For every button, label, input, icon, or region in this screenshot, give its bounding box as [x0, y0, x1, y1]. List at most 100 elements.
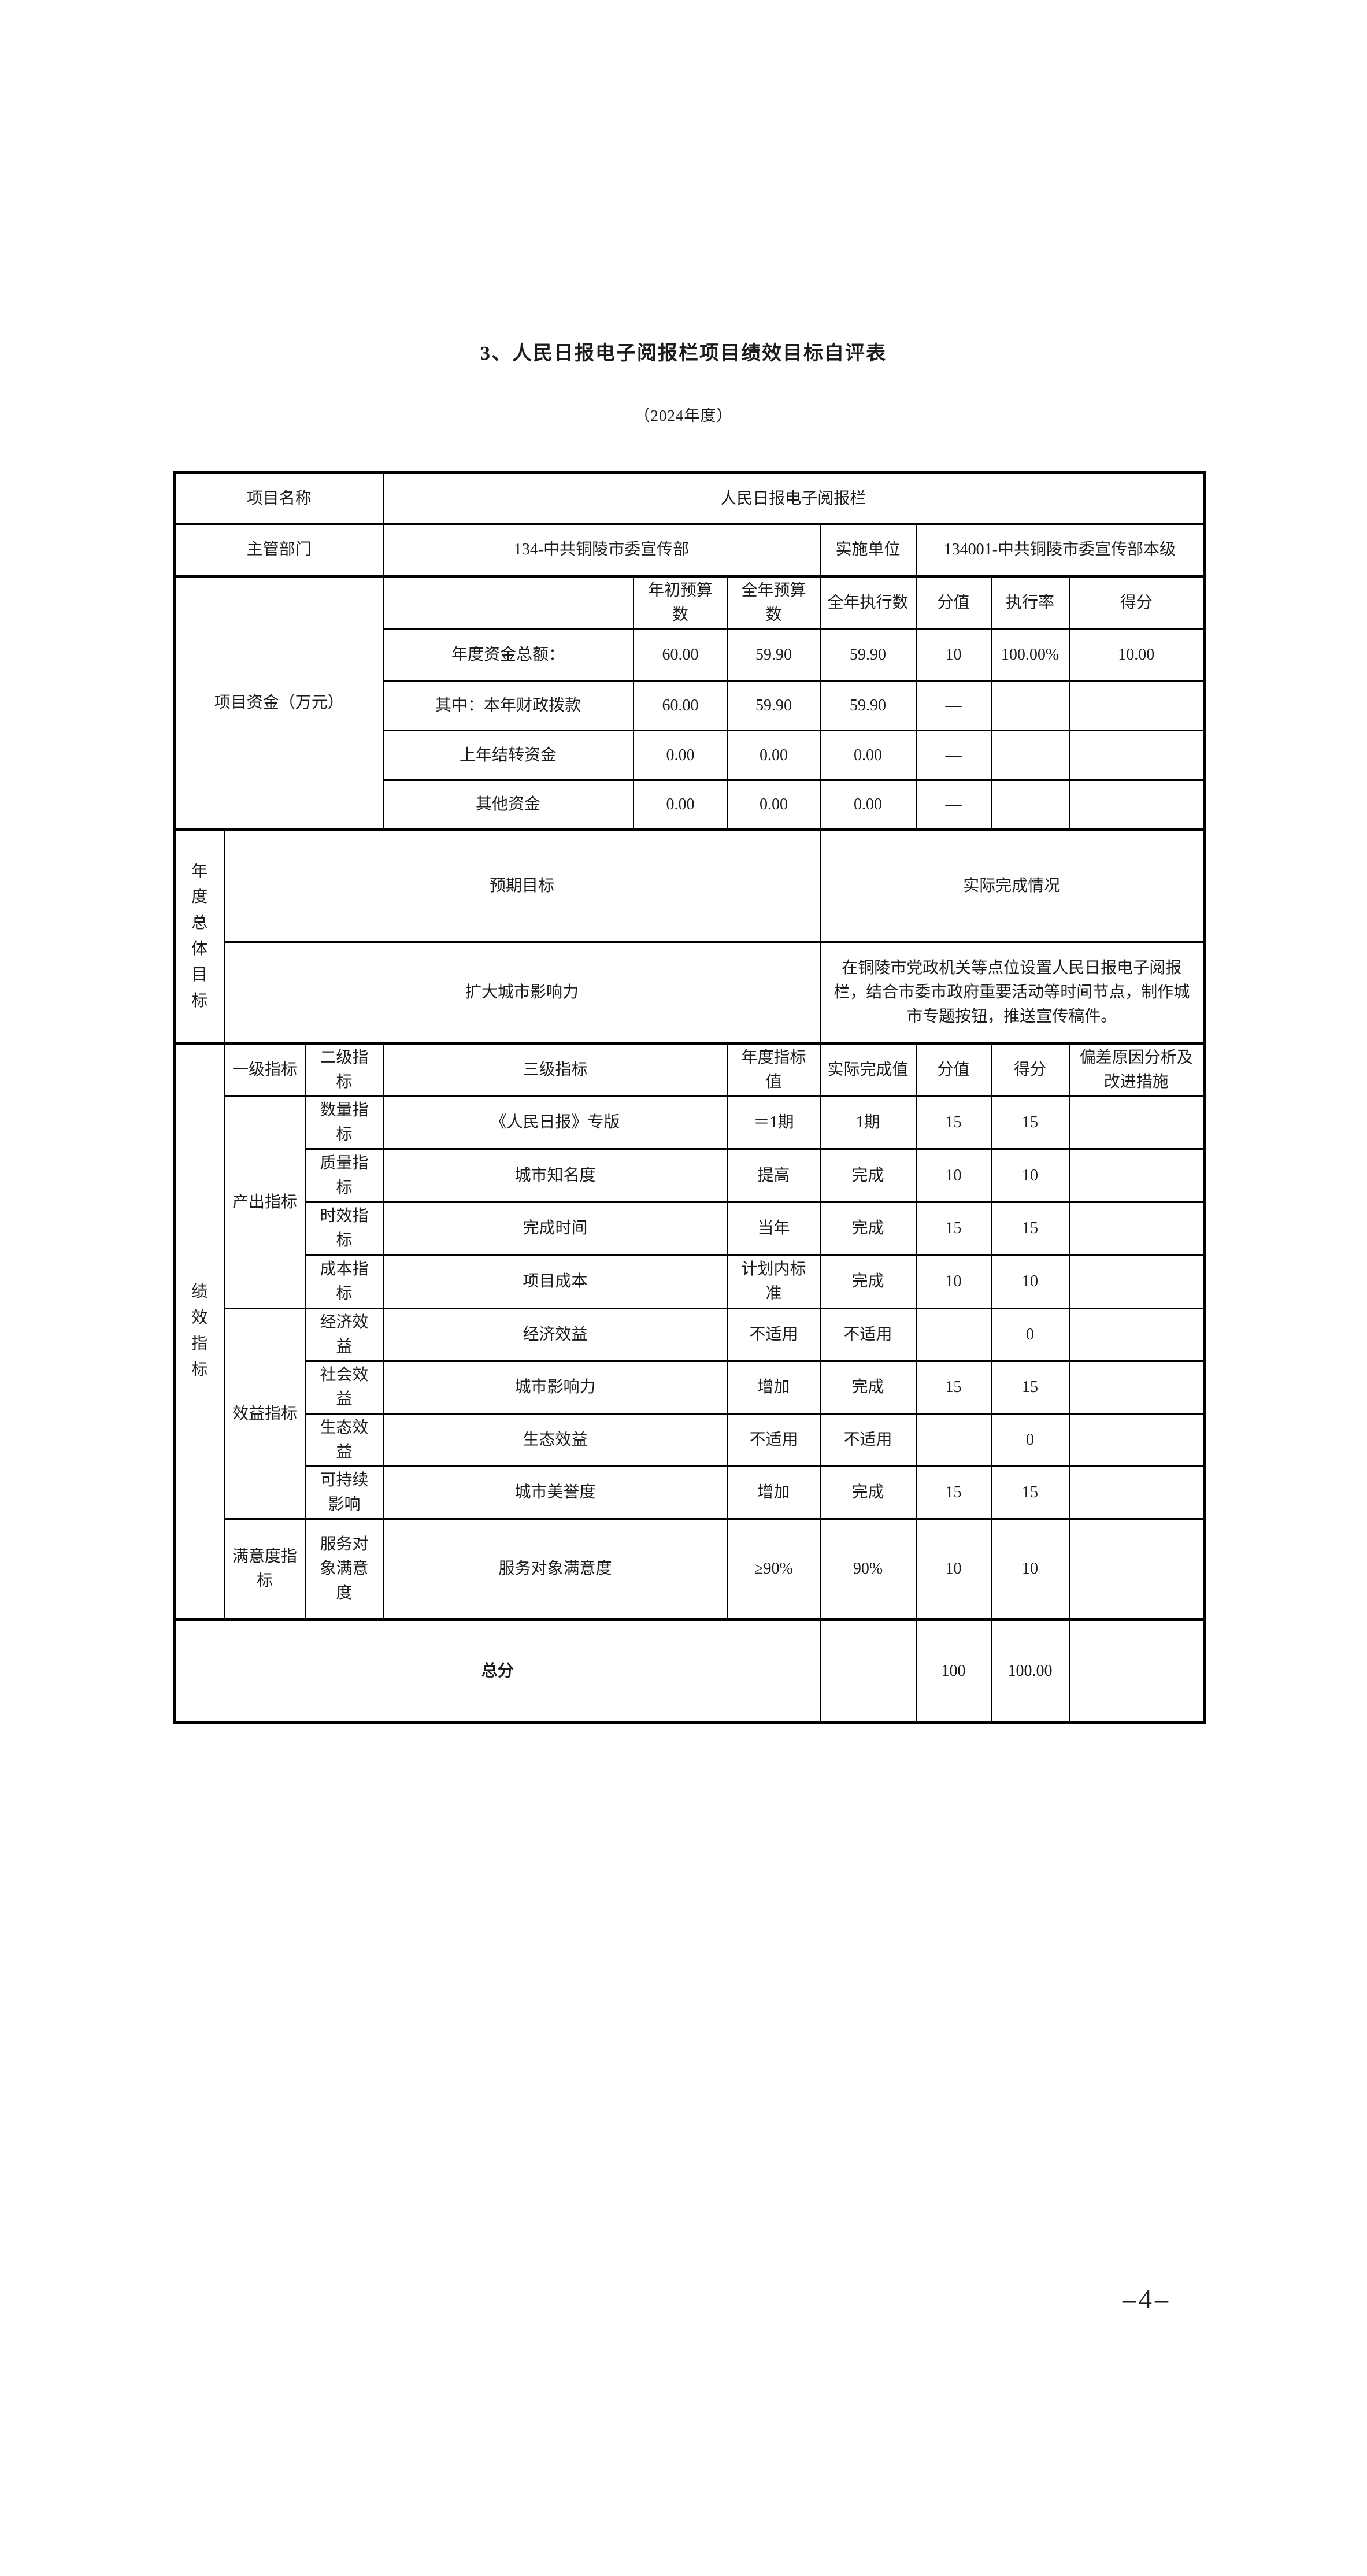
perf-actual: 完成	[819, 1201, 917, 1256]
perf-level3: 城市知名度	[382, 1148, 728, 1203]
perf-target: 当年	[727, 1201, 821, 1256]
funding-executed: 0.00	[819, 779, 917, 831]
performance-section-label-text: 绩效指标	[191, 1283, 208, 1379]
perf-target: 增加	[727, 1465, 821, 1520]
perf-deviation	[1068, 1465, 1205, 1520]
funding-score: 10.00	[1068, 628, 1205, 682]
funding-exec-rate: 100.00%	[990, 628, 1070, 682]
perf-level2: 经济效益	[305, 1308, 384, 1362]
perf-score: 0	[990, 1413, 1070, 1467]
total-score-value: 100.00	[990, 1618, 1070, 1723]
row-perf-timeliness: 时效指标 完成时间 当年 完成 15 15	[175, 1201, 1205, 1256]
funding-annual: 59.90	[727, 680, 821, 731]
perf-score: 0	[990, 1308, 1070, 1362]
row-perf-ecological: 生态效益 生态效益 不适用 不适用 0	[175, 1413, 1205, 1467]
perf-actual: 不适用	[819, 1308, 917, 1362]
perf-deviation	[1068, 1413, 1205, 1467]
perf-level3: 服务对象满意度	[382, 1518, 728, 1620]
row-funding-other: 其他资金 0.00 0.00 0.00 —	[175, 779, 1205, 831]
total-score-label: 总分	[173, 1618, 821, 1723]
perf-level1-output: 产出指标	[223, 1095, 306, 1309]
perf-deviation	[1068, 1201, 1205, 1256]
funding-initial: 0.00	[632, 779, 728, 831]
perf-header-actual: 实际完成值	[819, 1042, 917, 1097]
row-total-score: 总分 100 100.00	[173, 1618, 1205, 1723]
perf-level3: 完成时间	[382, 1201, 728, 1256]
department-label: 主管部门	[173, 523, 384, 577]
row-funding-header: 项目资金（万元） 年初预算数 全年预算数 全年执行数 分值 执行率 得分	[173, 575, 1205, 831]
perf-header-level2: 二级指标	[305, 1042, 384, 1097]
perf-level2: 生态效益	[305, 1413, 384, 1467]
funding-initial: 60.00	[632, 628, 728, 682]
perf-actual: 1期	[819, 1095, 917, 1150]
funding-annual: 59.90	[727, 628, 821, 682]
total-deviation-blank	[1068, 1618, 1205, 1723]
perf-target: 不适用	[727, 1413, 821, 1467]
funding-initial: 60.00	[632, 680, 728, 731]
self-eval-table: 项目名称 人民日报电子阅报栏 主管部门 134-中共铜陵市委宣传部 实施单位 1…	[173, 471, 1206, 1724]
funding-initial: 0.00	[632, 730, 728, 781]
funding-row-label: 其中：本年财政拨款	[382, 680, 634, 731]
perf-points: 15	[915, 1360, 992, 1415]
row-perf-quality: 质量指标 城市知名度 提高 完成 10 10	[175, 1148, 1205, 1203]
perf-deviation	[1068, 1308, 1205, 1362]
project-name-label: 项目名称	[173, 472, 384, 525]
perf-header-level1: 一级指标	[223, 1042, 306, 1097]
perf-points: 15	[915, 1201, 992, 1256]
perf-deviation	[1068, 1518, 1205, 1620]
perf-target: ≥90%	[727, 1518, 821, 1620]
row-funding-carryover: 上年结转资金 0.00 0.00 0.00 —	[175, 730, 1205, 781]
department-value: 134-中共铜陵市委宣传部	[382, 523, 821, 577]
perf-level3: 经济效益	[382, 1308, 728, 1362]
perf-score: 15	[990, 1360, 1070, 1415]
funding-annual: 0.00	[727, 779, 821, 831]
funding-row-label: 年度资金总额：	[382, 628, 634, 682]
perf-header-points: 分值	[915, 1042, 992, 1097]
funding-annual: 0.00	[727, 730, 821, 781]
funding-section-label: 项目资金（万元）	[173, 575, 384, 831]
expected-goal-header: 预期目标	[223, 828, 821, 943]
row-perf-satisfaction: 满意度指标 服务对象满意度 服务对象满意度 ≥90% 90% 10 10	[175, 1518, 1205, 1620]
perf-points	[915, 1413, 992, 1467]
row-goal-content: 扩大城市影响力 在铜陵市党政机关等点位设置人民日报电子阅报栏，结合市委市政府重要…	[175, 941, 1205, 1044]
perf-points: 10	[915, 1148, 992, 1203]
perf-level2: 数量指标	[305, 1095, 384, 1150]
perf-score: 10	[990, 1148, 1070, 1203]
funding-executed: 59.90	[819, 680, 917, 731]
perf-level1-benefit: 效益指标	[223, 1308, 306, 1520]
perf-target: 提高	[727, 1148, 821, 1203]
funding-header-exec-rate: 执行率	[990, 575, 1070, 630]
perf-header-target: 年度指标值	[727, 1042, 821, 1097]
page-number: –4–	[1123, 2284, 1171, 2314]
funding-points: 10	[915, 628, 992, 682]
funding-points: —	[915, 680, 992, 731]
row-perf-economic: 效益指标 经济效益 经济效益 不适用 不适用 0	[175, 1308, 1205, 1520]
row-department: 主管部门 134-中共铜陵市委宣传部 实施单位 134001-中共铜陵市委宣传部…	[173, 523, 1205, 577]
perf-score: 15	[990, 1201, 1070, 1256]
perf-score: 15	[990, 1465, 1070, 1520]
funding-points: —	[915, 730, 992, 781]
performance-section-label: 绩效指标	[173, 1042, 225, 1620]
perf-header-level3: 三级指标	[382, 1042, 728, 1097]
funding-exec-rate	[990, 779, 1070, 831]
perf-level2: 服务对象满意度	[305, 1518, 384, 1620]
row-perf-quantity: 产出指标 数量指标 《人民日报》专版 ＝1期 1期 15 15	[175, 1095, 1205, 1309]
row-perf-social: 社会效益 城市影响力 增加 完成 15 15	[175, 1360, 1205, 1415]
perf-level3: 城市美誉度	[382, 1465, 728, 1520]
perf-target: 增加	[727, 1360, 821, 1415]
funding-executed: 59.90	[819, 628, 917, 682]
perf-level2: 质量指标	[305, 1148, 384, 1203]
perf-points	[915, 1308, 992, 1362]
perf-level2: 成本指标	[305, 1254, 384, 1309]
funding-score	[1068, 680, 1205, 731]
perf-score: 10	[990, 1254, 1070, 1309]
doc-title: 3、人民日报电子阅报栏项目绩效目标自评表	[480, 343, 887, 364]
funding-header-annual: 全年预算数	[727, 575, 821, 630]
perf-points: 10	[915, 1254, 992, 1309]
row-project-name: 项目名称 人民日报电子阅报栏	[173, 472, 1205, 525]
annual-goal-section-label-text: 年度总体目标	[191, 862, 208, 1010]
perf-level2: 社会效益	[305, 1360, 384, 1415]
perf-header-score: 得分	[990, 1042, 1070, 1097]
perf-actual: 完成	[819, 1254, 917, 1309]
perf-score: 15	[990, 1095, 1070, 1150]
